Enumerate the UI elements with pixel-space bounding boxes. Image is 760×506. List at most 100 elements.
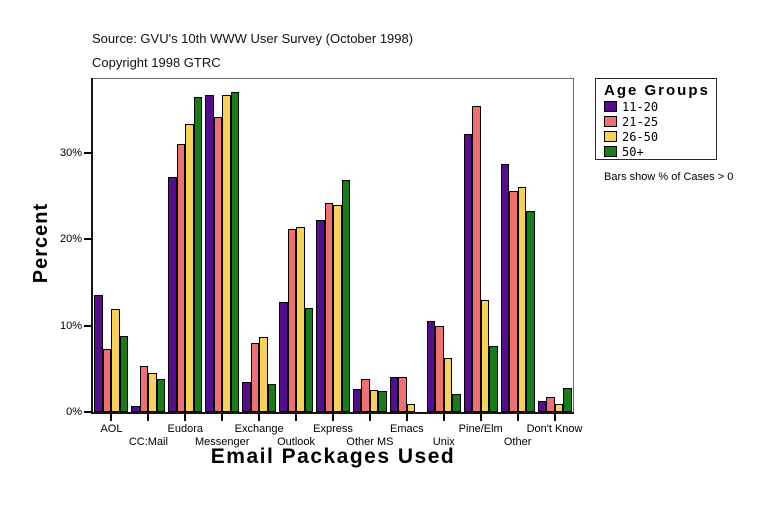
legend: Age Groups 11-20 21-25 26-50 50+ bbox=[595, 78, 717, 160]
bar-exchange-26-50 bbox=[259, 336, 268, 412]
legend-item-21-25: 21-25 bbox=[604, 114, 716, 129]
x-tick bbox=[516, 414, 519, 421]
bar-exchange-50+ bbox=[267, 383, 277, 412]
bar-eudora-50+ bbox=[193, 96, 203, 412]
legend-item-label: 50+ bbox=[622, 144, 644, 159]
x-tick bbox=[147, 414, 150, 421]
y-axis-title: Percent bbox=[30, 202, 52, 284]
x-tick-label: Other bbox=[503, 436, 532, 448]
bar-other-ms-21-25 bbox=[361, 379, 370, 412]
bar-express-11-20 bbox=[316, 220, 325, 412]
bar-other-ms-26-50 bbox=[369, 389, 379, 412]
bar-don-t-know-50+ bbox=[563, 387, 572, 412]
legend-item-label: 26-50 bbox=[622, 129, 659, 144]
bar-outlook-11-20 bbox=[279, 302, 288, 412]
bar-cc-mail-50+ bbox=[156, 379, 166, 412]
bar-express-26-50 bbox=[333, 204, 342, 412]
bar-aol-50+ bbox=[119, 336, 129, 412]
bar-other-ms-50+ bbox=[378, 391, 387, 412]
x-tick bbox=[110, 414, 113, 421]
legend-items: 11-20 21-25 26-50 50+ bbox=[604, 99, 716, 159]
bar-other-21-25 bbox=[509, 191, 518, 412]
x-tick-label: AOL bbox=[100, 423, 123, 435]
legend-item-label: 21-25 bbox=[622, 114, 659, 129]
x-axis-line bbox=[91, 412, 574, 414]
bar-pine-elm-21-25 bbox=[472, 106, 481, 412]
bar-pine-elm-11-20 bbox=[463, 134, 473, 412]
legend-swatch-icon bbox=[604, 146, 617, 157]
bar-exchange-11-20 bbox=[242, 381, 251, 412]
bar-outlook-26-50 bbox=[296, 227, 305, 412]
legend-swatch-icon bbox=[604, 101, 617, 112]
x-tick-label: Eudora bbox=[167, 423, 204, 435]
x-tick-label: Emacs bbox=[390, 423, 424, 435]
legend-note: Bars show % of Cases > 0 bbox=[604, 171, 734, 183]
bar-eudora-26-50 bbox=[185, 123, 194, 412]
x-tick bbox=[295, 414, 298, 421]
bar-don-t-know-21-25 bbox=[546, 397, 555, 412]
x-tick bbox=[184, 414, 187, 421]
x-tick bbox=[442, 414, 445, 421]
bar-other-26-50 bbox=[517, 186, 527, 412]
x-tick bbox=[258, 414, 261, 421]
x-tick-label: Messenger bbox=[195, 436, 250, 448]
y-tick-label: 20% bbox=[59, 233, 82, 246]
bar-other-ms-11-20 bbox=[352, 388, 362, 412]
x-tick-label: Other MS bbox=[346, 436, 394, 448]
legend-swatch-icon bbox=[604, 131, 617, 142]
legend-item-50+: 50+ bbox=[604, 144, 716, 159]
x-tick-label: Don't Know bbox=[526, 423, 583, 435]
bar-outlook-21-25 bbox=[287, 229, 297, 412]
bar-express-21-25 bbox=[324, 203, 333, 412]
bar-cc-mail-21-25 bbox=[139, 366, 149, 412]
x-tick bbox=[368, 414, 371, 421]
bar-don-t-know-11-20 bbox=[537, 400, 547, 412]
legend-item-label: 11-20 bbox=[622, 99, 659, 114]
x-tick-label: Pine/Elm bbox=[458, 423, 503, 435]
bar-messenger-26-50 bbox=[222, 95, 231, 412]
bar-unix-21-25 bbox=[435, 325, 444, 412]
bar-other-50+ bbox=[526, 210, 535, 412]
legend-item-11-20: 11-20 bbox=[604, 99, 716, 114]
bar-cc-mail-11-20 bbox=[131, 405, 140, 412]
x-axis-title: Email Packages Used bbox=[210, 445, 456, 468]
bar-outlook-50+ bbox=[304, 307, 314, 412]
legend-item-26-50: 26-50 bbox=[604, 129, 716, 144]
bar-cc-mail-26-50 bbox=[148, 373, 157, 412]
bar-eudora-11-20 bbox=[168, 177, 177, 412]
bar-pine-elm-50+ bbox=[489, 346, 498, 412]
bar-other-11-20 bbox=[500, 164, 510, 412]
x-tick bbox=[479, 414, 482, 421]
bar-emacs-11-20 bbox=[389, 376, 399, 412]
y-tick bbox=[84, 152, 93, 155]
x-tick-label: Outlook bbox=[277, 436, 316, 448]
bar-emacs-21-25 bbox=[398, 377, 407, 412]
y-tick bbox=[84, 324, 93, 327]
bar-pine-elm-26-50 bbox=[480, 299, 490, 412]
x-tick bbox=[332, 414, 334, 421]
bar-don-t-know-26-50 bbox=[554, 404, 564, 412]
bar-unix-11-20 bbox=[426, 320, 436, 412]
bar-messenger-11-20 bbox=[205, 95, 214, 412]
copyright-caption: Copyright 1998 GTRC bbox=[92, 55, 221, 70]
bar-exchange-21-25 bbox=[250, 342, 260, 412]
y-axis-line bbox=[91, 78, 93, 414]
y-tick-label: 0% bbox=[66, 406, 82, 418]
y-tick bbox=[84, 411, 93, 413]
bar-emacs-26-50 bbox=[406, 404, 416, 412]
source-caption: Source: GVU's 10th WWW User Survey (Octo… bbox=[92, 31, 414, 46]
x-tick bbox=[221, 414, 224, 421]
bar-aol-21-25 bbox=[102, 348, 112, 412]
legend-swatch-icon bbox=[604, 116, 617, 127]
y-tick-label: 10% bbox=[59, 319, 82, 332]
bar-messenger-21-25 bbox=[213, 116, 223, 412]
plot-frame-right bbox=[573, 78, 574, 414]
x-tick-label: CC:Mail bbox=[128, 436, 168, 448]
bar-unix-26-50 bbox=[443, 358, 453, 412]
x-tick-label: Express bbox=[313, 423, 353, 435]
x-tick-label: Exchange bbox=[234, 423, 284, 435]
bar-unix-50+ bbox=[452, 393, 461, 412]
bar-express-50+ bbox=[341, 179, 350, 412]
legend-title: Age Groups bbox=[604, 82, 710, 99]
